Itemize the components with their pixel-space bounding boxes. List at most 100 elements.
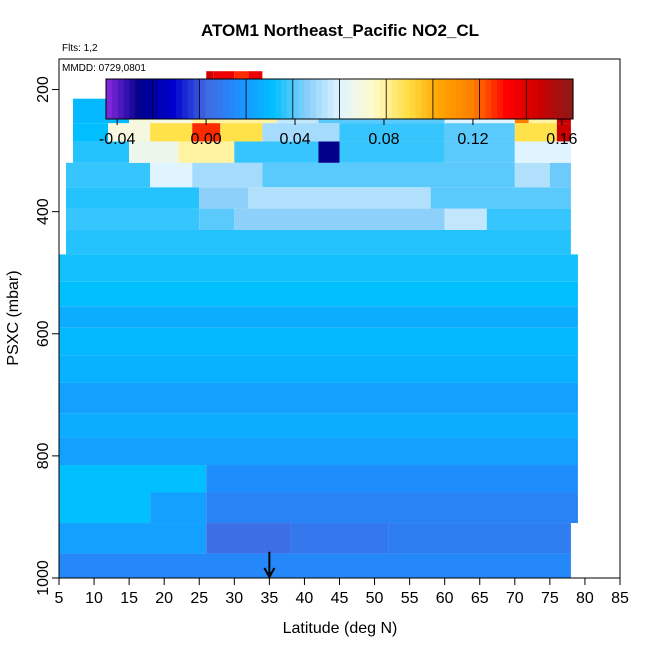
colorbar-segment: [444, 79, 452, 119]
colorbar-segment: [415, 79, 422, 119]
colorbar-segment: [246, 79, 253, 119]
colorbar-segment: [427, 79, 434, 119]
heatmap-cell: [262, 162, 515, 188]
colorbar-segment: [479, 79, 487, 119]
heatmap-cell: [388, 523, 571, 554]
colorbar-segment: [146, 79, 154, 119]
colorbar-segment: [228, 79, 236, 119]
heatmap-cell: [66, 229, 571, 255]
colorbar-segment: [316, 79, 323, 119]
heatmap-cell: [59, 413, 578, 438]
colorbar-segment: [357, 79, 364, 119]
colorbar-segment: [321, 79, 329, 119]
colorbar-segment: [526, 79, 533, 119]
colorbar-segment: [473, 79, 481, 119]
colorbar-segment: [362, 79, 370, 119]
heatmap-cell: [129, 141, 179, 163]
colorbar-tick-label: 0.00: [191, 131, 222, 148]
colorbar: [105, 78, 574, 120]
heatmap-cell: [59, 437, 578, 466]
heatmap-cell: [339, 123, 445, 142]
x-tick-label: 60: [436, 590, 454, 607]
x-tick-label: 80: [576, 590, 594, 607]
heatmap-cell: [66, 162, 151, 188]
colorbar-tick-label: 0.04: [279, 131, 310, 148]
colorbar-segment: [351, 79, 358, 119]
heatmap-cell: [59, 281, 578, 307]
heatmap-cell: [66, 208, 200, 230]
colorbar-segment: [537, 79, 545, 119]
heatmap-cell: [486, 208, 571, 230]
colorbar-segment: [205, 79, 212, 119]
heatmap-cell: [262, 123, 340, 142]
heatmap-cell: [59, 306, 578, 328]
heatmap-cell: [150, 162, 193, 188]
x-tick-label: 50: [366, 590, 384, 607]
x-tick-label: 55: [401, 590, 419, 607]
heatmap-cell: [150, 492, 207, 524]
heatmap-cell: [514, 123, 557, 142]
colorbar-segment: [129, 79, 136, 119]
colorbar-segment: [532, 79, 539, 119]
colorbar-ticks: -0.04 0.00 0.04 0.08 0.12 0.16: [99, 119, 578, 148]
heatmap-cell: [556, 123, 571, 142]
heatmap-cell: [514, 162, 550, 188]
colorbar-segment: [450, 79, 457, 119]
colorbar-segment: [263, 79, 271, 119]
colorbar-segment: [502, 79, 510, 119]
colorbar-segment: [368, 79, 376, 119]
heatmap-cell: [206, 465, 578, 493]
colorbar-segment: [117, 79, 125, 119]
colorbar-segment: [561, 79, 568, 119]
colorbar-segment: [111, 79, 119, 119]
x-tick-label: 85: [611, 590, 629, 607]
colorbar-segment: [251, 79, 259, 119]
colorbar-segment: [216, 79, 224, 119]
x-tick-label: 10: [85, 590, 103, 607]
x-tick-label: 35: [260, 590, 278, 607]
colorbar-segment: [543, 79, 551, 119]
heatmap-cell: [73, 123, 109, 142]
x-tick-label: 15: [120, 590, 138, 607]
heatmap-cell: [339, 141, 445, 163]
heatmap-cell: [514, 141, 571, 163]
heatmap-cell: [192, 123, 221, 142]
heatmap-cell: [248, 187, 431, 209]
colorbar-segment: [421, 79, 428, 119]
colorbar-segment: [275, 79, 282, 119]
heatmap-cell: [108, 123, 151, 142]
colorbar-segment: [199, 79, 206, 119]
heatmap-cell: [59, 327, 578, 356]
colorbar-segment: [514, 79, 522, 119]
colorbar-segment: [485, 79, 492, 119]
colorbar-segment: [567, 79, 574, 119]
colorbar-segment: [123, 79, 130, 119]
heatmap-cell: [444, 141, 515, 163]
colorbar-segment: [286, 79, 294, 119]
colorbar-segment: [374, 79, 381, 119]
marker-head: [263, 567, 276, 580]
colorbar-tick-label: 0.08: [368, 131, 399, 148]
colorbar-segment: [438, 79, 446, 119]
colorbar-segment: [152, 79, 160, 119]
heatmap-cell: [150, 123, 193, 142]
colorbar-segment: [497, 79, 504, 119]
y-tick-label: 200: [35, 76, 52, 103]
colorbar-segment: [327, 79, 335, 119]
heatmap-cell: [59, 523, 207, 554]
chart-title: ATOM1 Northeast_Pacific NO2_CL: [201, 21, 479, 40]
x-tick-label: 65: [471, 590, 489, 607]
x-tick-label: 25: [190, 590, 208, 607]
heatmap-cell: [199, 187, 249, 209]
heatmap-cell: [430, 187, 571, 209]
colorbar-frame: [105, 78, 574, 120]
heatmap-cell: [59, 254, 578, 282]
colorbar-segment: [380, 79, 387, 119]
colorbar-segment: [432, 79, 440, 119]
mmdd-label: MMDD: 0729,0801: [62, 63, 146, 74]
y-tick-label: 800: [35, 442, 52, 469]
colorbar-segment: [106, 79, 113, 119]
colorbar-segment: [234, 79, 241, 119]
colorbar-segment: [392, 79, 399, 119]
